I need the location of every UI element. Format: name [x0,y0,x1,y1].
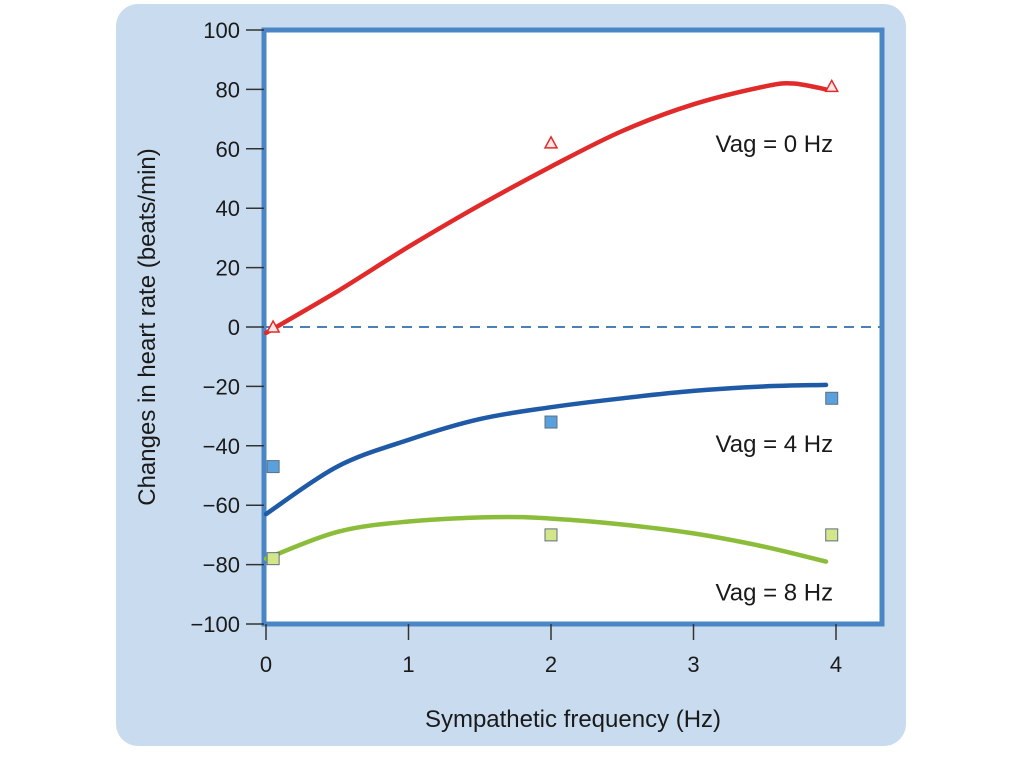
y-tick-label: 60 [216,137,240,162]
series-annotations: Vag = 0 Hz Vag = 4 Hz Vag = 8 Hz [716,131,834,606]
y-tick-label: 20 [216,256,240,281]
y-tick-label: −80 [203,553,240,578]
x-tick-label: 2 [545,652,557,677]
x-axis-title: Sympathetic frequency (Hz) [425,706,721,733]
x-tick-label: 0 [260,652,272,677]
point-vag4 [544,415,558,429]
y-axis-ticks: 100 80 60 40 20 0 −20 −40 −60 −80 −100 [190,18,264,637]
fitted-curves [263,81,829,564]
curve-vag4 [263,382,829,517]
curve-vag8 [263,514,829,564]
y-axis-title: Changes in heart rate (beats/min) [134,148,161,506]
curve-vag0 [263,81,829,336]
y-tick-label: 80 [216,77,240,102]
x-tick-label: 4 [830,652,842,677]
point-vag8 [825,528,839,542]
label-vag4: Vag = 4 Hz [716,431,834,458]
point-vag4 [825,391,839,405]
y-tick-label: 0 [228,315,240,340]
y-tick-label: −40 [203,434,240,459]
y-tick-label: −20 [203,374,240,399]
point-vag0 [824,78,839,93]
y-tick-label: 100 [203,18,240,43]
x-tick-label: 1 [402,652,414,677]
y-tick-label: 40 [216,196,240,221]
label-vag0: Vag = 0 Hz [716,131,834,158]
point-vag4 [266,460,280,474]
point-vag8 [266,552,280,566]
y-tick-label: −60 [203,493,240,518]
point-vag0 [543,135,559,149]
y-tick-label: −100 [190,612,240,637]
point-vag0 [265,319,281,333]
point-vag8 [544,528,558,542]
x-axis-ticks: 0 1 2 3 4 [260,624,842,677]
x-tick-label: 3 [687,652,699,677]
label-vag8: Vag = 8 Hz [716,579,834,606]
data-point-markers [265,78,839,566]
